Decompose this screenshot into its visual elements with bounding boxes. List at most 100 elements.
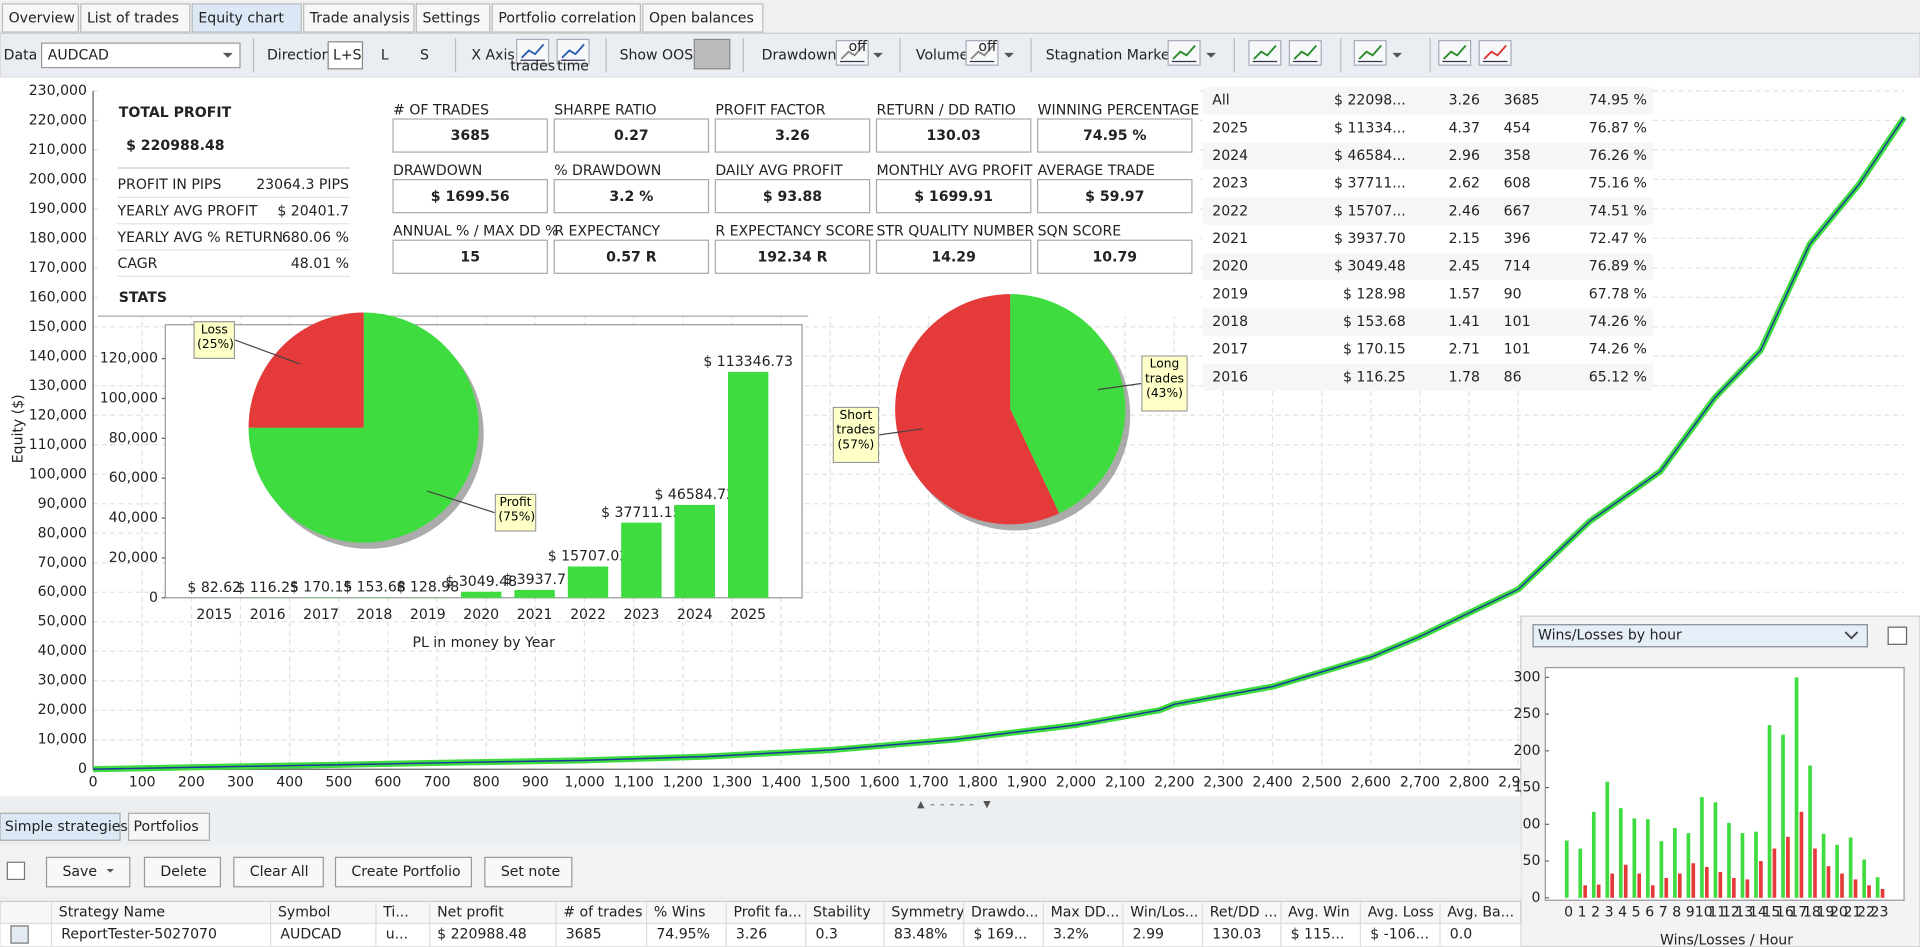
tab[interactable]: [415, 3, 491, 33]
table-cell: 86: [1504, 369, 1522, 385]
icon-glyph: [1293, 44, 1318, 60]
tab-label[interactable]: Equity chart: [198, 11, 284, 27]
bar: [1759, 861, 1763, 898]
column-header: Stability: [813, 904, 871, 920]
y-tick-label: 200: [1514, 743, 1541, 759]
x-tick-label: 2018: [357, 607, 393, 623]
callout: Long trades (43%): [1141, 355, 1188, 412]
x-tick-label: 2,800: [1449, 775, 1489, 791]
x-tick-label: 14: [1749, 904, 1767, 920]
column-header: Symmetry: [891, 904, 964, 920]
tab[interactable]: [127, 812, 210, 841]
value-label: $ 170.15: [290, 580, 353, 596]
checkbox[interactable]: [10, 925, 29, 944]
leader-line: [1097, 382, 1142, 391]
bar: [1786, 836, 1790, 898]
button[interactable]: [334, 856, 473, 888]
button[interactable]: [143, 856, 222, 888]
stat-label: YEARLY AVG % RETURN: [117, 230, 283, 246]
x-tick-label: 5: [1632, 904, 1641, 920]
metric-box: [714, 118, 871, 153]
metric-box: [875, 239, 1032, 274]
y-tick-label: 210,000: [29, 142, 87, 158]
metric-value: 3.26: [775, 128, 810, 144]
button-label[interactable]: Clear All: [250, 864, 309, 880]
tab-label[interactable]: Simple strategies: [5, 819, 128, 835]
table-cell: 74.95 %: [1589, 93, 1647, 109]
metric-value: 3685: [451, 128, 490, 144]
restore-button[interactable]: [1887, 626, 1908, 645]
metric-label: ANNUAL % / MAX DD %: [393, 224, 558, 240]
callout: Short trades (57%): [832, 406, 880, 464]
button[interactable]: [233, 856, 324, 888]
stat-label: YEARLY AVG PROFIT: [117, 203, 258, 219]
tab-label[interactable]: Portfolio correlation: [498, 11, 636, 27]
column-header: Ti...: [382, 904, 409, 920]
x-tick-label: 6: [1645, 904, 1654, 920]
button[interactable]: [45, 856, 131, 888]
data-select[interactable]: [41, 42, 241, 69]
splitter-down: [983, 801, 991, 809]
y-tick-label: 20,000: [38, 702, 87, 718]
metric-label: DAILY AVG PROFIT: [715, 163, 843, 179]
metric-label: PROFIT FACTOR: [715, 102, 825, 118]
y-tick-label: 130,000: [29, 378, 87, 394]
y-tick-label: 220,000: [29, 112, 87, 128]
table-cell: 65.12 %: [1589, 369, 1647, 385]
selector[interactable]: [1532, 624, 1868, 648]
bar: [514, 589, 555, 598]
bar: [1646, 819, 1650, 898]
tab[interactable]: [642, 3, 764, 33]
metric-box: [1037, 179, 1193, 214]
checkbox[interactable]: [6, 861, 26, 881]
icon-caption[interactable]: trades: [510, 58, 555, 74]
direction-option[interactable]: S: [420, 47, 429, 63]
direction-option[interactable]: L: [381, 47, 389, 63]
icon-glyph: [1483, 44, 1507, 60]
oos-toggle[interactable]: [693, 38, 731, 70]
x-tick-label: 17: [1789, 904, 1807, 920]
tab-label[interactable]: Settings: [422, 11, 480, 27]
bar: [1821, 833, 1826, 898]
direction-option[interactable]: L+S: [333, 47, 362, 63]
table-cell: $ 170.15: [1343, 342, 1406, 358]
callout-text: (43%): [1146, 387, 1183, 401]
tab[interactable]: [1, 3, 79, 33]
tab[interactable]: [80, 3, 191, 33]
x-tick-label: 15: [1762, 904, 1780, 920]
table-row: [1202, 363, 1654, 391]
button-label[interactable]: Delete: [160, 864, 206, 880]
button-label[interactable]: Create Portfolio: [351, 864, 460, 880]
button-label[interactable]: Save: [62, 864, 97, 880]
select-value[interactable]: AUDCAD: [48, 47, 109, 63]
tab[interactable]: [303, 3, 415, 33]
tab-label[interactable]: List of trades: [87, 11, 179, 27]
tab-label[interactable]: Overview: [9, 11, 75, 27]
selector-value[interactable]: Wins/Losses by hour: [1538, 628, 1682, 644]
metric-box: [875, 179, 1032, 214]
table-cell: 396: [1504, 231, 1531, 247]
tab[interactable]: [191, 3, 302, 33]
dropdown-arrow: [1206, 52, 1216, 58]
button-label[interactable]: Set note: [501, 864, 560, 880]
tab-label[interactable]: Trade analysis: [309, 11, 410, 27]
table-cell: 667: [1504, 203, 1531, 219]
table-cell: $ 116.25: [1343, 369, 1406, 385]
x-tick-label: 2,700: [1400, 775, 1440, 791]
pie-slice: [895, 294, 1060, 525]
button[interactable]: [484, 856, 573, 888]
tab-label[interactable]: Portfolios: [133, 819, 198, 835]
icon-caption[interactable]: time: [557, 58, 589, 74]
toggle-selected[interactable]: [327, 41, 364, 70]
y-tick-label: 0: [149, 590, 158, 606]
tab[interactable]: [0, 812, 121, 841]
x-tick-label: 2,000: [1056, 775, 1096, 791]
metric-value: $ 59.97: [1085, 189, 1144, 205]
tab[interactable]: [491, 3, 642, 33]
table-cell: $ 115...: [1291, 927, 1345, 943]
toolbar: [0, 32, 1920, 78]
bar: [1799, 811, 1804, 898]
tab-label[interactable]: Open balances: [649, 11, 754, 27]
bar: [1853, 879, 1858, 898]
axis-title: PL in money by Year: [412, 635, 555, 651]
